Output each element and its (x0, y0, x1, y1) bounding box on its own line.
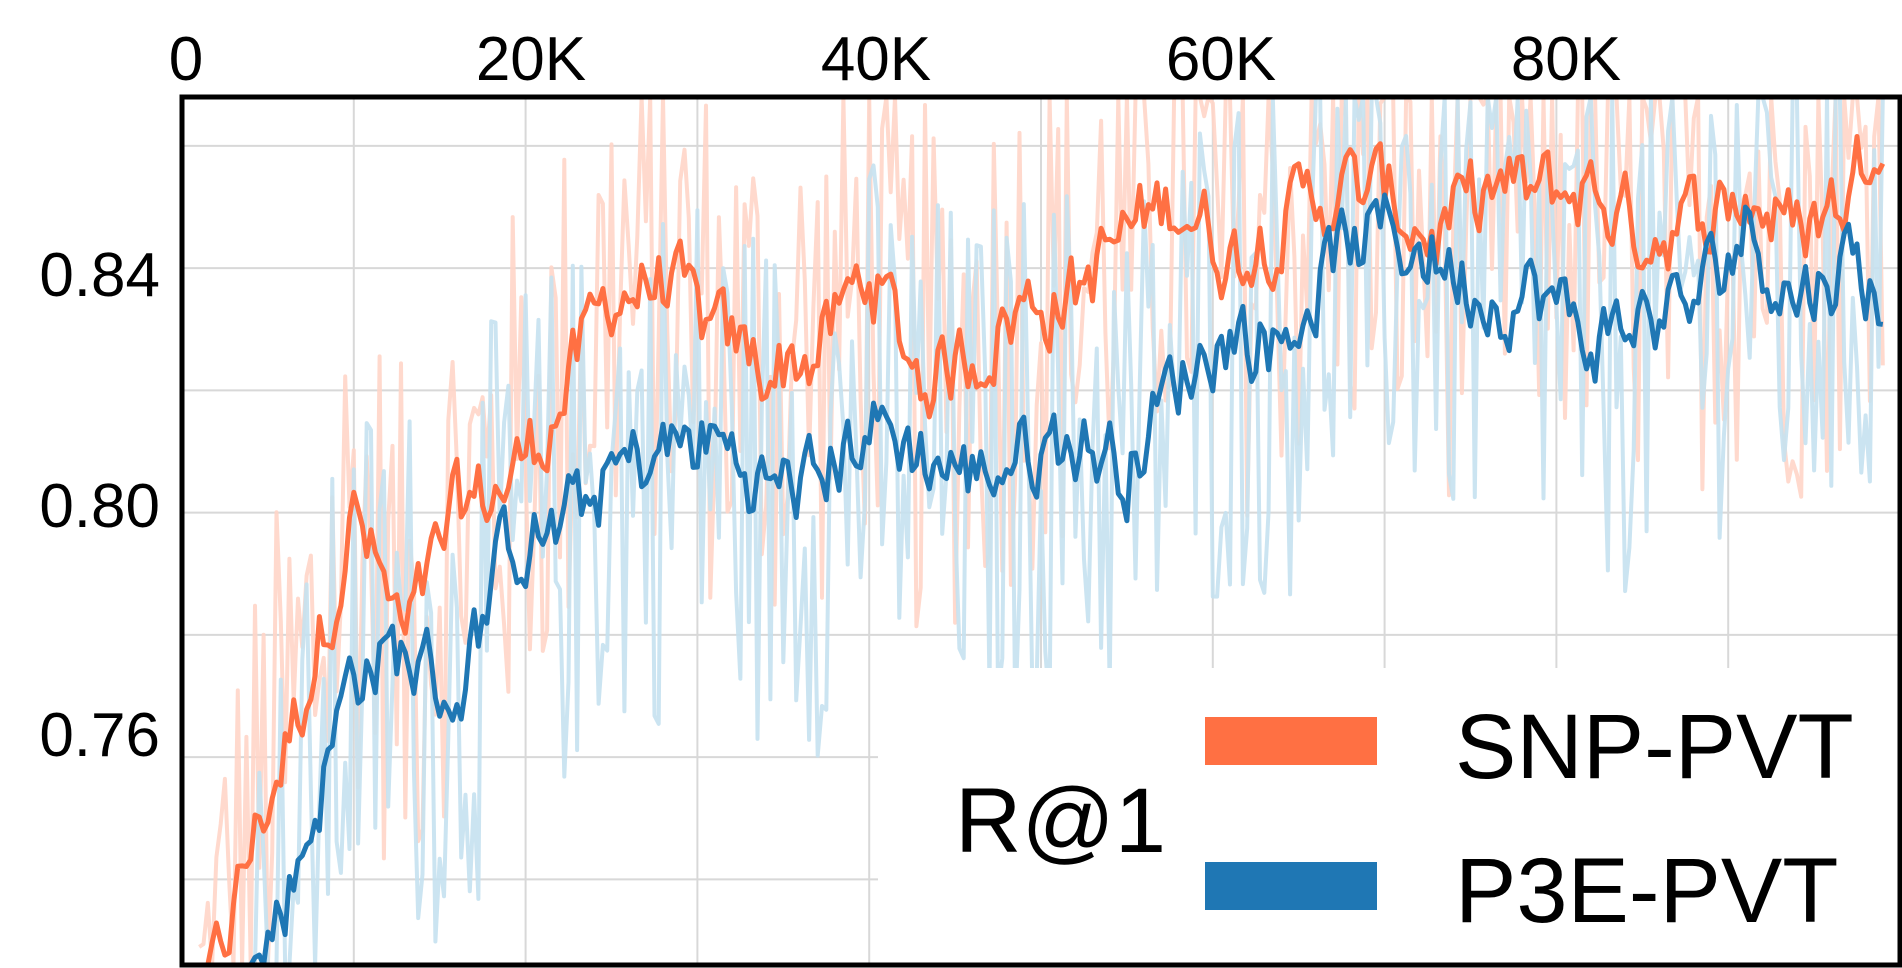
series-line-p3e-pvt (248, 192, 1884, 968)
raw-series-line-snp-pvt (198, 95, 1885, 967)
legend-label-snp-pvt: SNP-PVT (1455, 696, 1854, 798)
legend: R@1 SNP-PVT P3E-PVT (878, 668, 1902, 968)
legend-swatch-snp-pvt (1205, 717, 1377, 765)
x-tick-label: 60K (1166, 25, 1276, 94)
x-tick-label: 40K (821, 25, 931, 94)
y-tick-label: 0.84 (39, 241, 160, 310)
legend-label-p3e-pvt: P3E-PVT (1455, 840, 1838, 942)
x-tick-label: 80K (1511, 25, 1621, 94)
x-tick-label: 0 (169, 25, 203, 94)
plot-frame (179, 94, 1902, 968)
series-lines (199, 134, 1886, 968)
legend-swatch-p3e-pvt (1205, 862, 1377, 910)
y-tick-label: 0.76 (39, 701, 160, 770)
y-tick-labels: 0.76 0.80 0.84 (39, 241, 160, 770)
legend-title: R@1 (955, 770, 1166, 872)
raw-series-line-p3e-pvt (250, 95, 1885, 967)
series-line-snp-pvt (199, 134, 1886, 968)
x-tick-labels: 0 20K 40K 60K 80K (169, 25, 1621, 94)
x-tick-label: 20K (476, 25, 586, 94)
legend-box (878, 668, 1902, 968)
raw-noise-layer (198, 95, 1885, 967)
y-tick-label: 0.80 (39, 472, 160, 541)
